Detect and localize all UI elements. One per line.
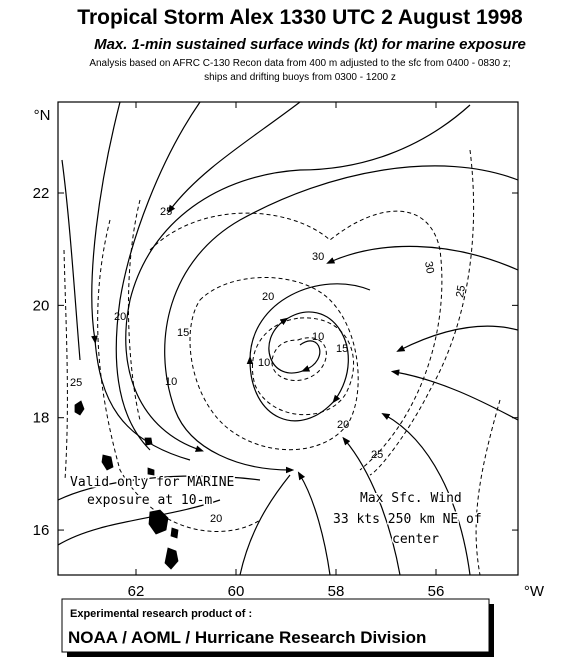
lat-unit: °N <box>34 107 51 124</box>
lat-tick-label: 16 <box>33 522 50 539</box>
island <box>147 467 155 476</box>
isotach <box>149 210 443 471</box>
isotach-label: 25 <box>371 449 383 461</box>
isotach-label: 20 <box>114 311 126 323</box>
island <box>170 527 179 539</box>
isotach <box>271 337 327 381</box>
streamline <box>342 436 401 575</box>
isotach-label: 25 <box>70 377 82 389</box>
annotation: exposure at 10-m <box>87 493 212 508</box>
island <box>74 400 85 416</box>
isotach <box>251 317 354 416</box>
isotach-label: 20 <box>337 419 349 431</box>
streamline <box>167 102 301 214</box>
isotach-label: 30 <box>312 251 324 263</box>
streamline <box>91 102 191 461</box>
isotach-label: 15 <box>336 343 348 355</box>
island <box>101 454 114 471</box>
subtitle: Max. 1-min sustained surface winds (kt) … <box>94 36 526 53</box>
map-content <box>58 102 518 575</box>
island <box>164 547 179 570</box>
streamline <box>58 499 221 546</box>
streamline <box>381 412 471 575</box>
map-frame <box>57 101 519 576</box>
annotation: center <box>392 532 439 547</box>
lat-tick-label: 20 <box>33 297 50 314</box>
footer-line: Experimental research product of : <box>70 608 252 620</box>
lat-tick-label: 18 <box>33 410 50 427</box>
streamline <box>246 283 371 422</box>
lon-tick-label: 58 <box>328 583 345 600</box>
lon-tick-label: 62 <box>128 583 145 600</box>
streamline <box>390 369 518 421</box>
isotach <box>369 149 475 476</box>
streamline <box>164 165 518 474</box>
isotach-label: 10 <box>165 376 177 388</box>
isotach-label: 20 <box>210 513 222 525</box>
lon-unit: °W <box>524 583 545 600</box>
footer-line: NOAA / AOML / Hurricane Research Divisio… <box>68 628 426 647</box>
isotach <box>63 249 68 481</box>
footer-box <box>61 598 490 653</box>
title: Tropical Storm Alex 1330 UTC 2 August 19… <box>77 6 523 29</box>
isotach <box>475 399 501 575</box>
lat-tick-label: 22 <box>33 185 50 202</box>
isotach-label: 20 <box>262 291 274 303</box>
lon-tick-label: 60 <box>228 583 245 600</box>
streamline <box>115 102 201 451</box>
note-line: ships and drifting buoys from 0300 - 120… <box>204 72 396 83</box>
streamline <box>326 245 518 271</box>
annotation: Max Sfc. Wind <box>360 491 462 506</box>
streamline <box>125 104 471 452</box>
annotation: Valid only for MARINE <box>70 475 234 490</box>
isotach <box>97 219 261 532</box>
isotach <box>127 199 141 421</box>
isotach-label: 10 <box>258 357 270 369</box>
note-line: Analysis based on AFRC C-130 Recon data … <box>89 58 510 69</box>
streamline <box>297 471 331 575</box>
lon-tick-label: 56 <box>428 583 445 600</box>
map: 25 30 30 25 20 15 20 10 15 10 10 25 20 2… <box>33 101 545 600</box>
streamline <box>396 325 518 352</box>
streamline <box>239 474 291 575</box>
streamline <box>58 475 261 501</box>
isotach-label: 15 <box>177 327 189 339</box>
isotach-label: 25 <box>160 206 172 218</box>
annotation: 33 kts 250 km NE of <box>333 512 482 527</box>
isotach-label: 25 <box>454 284 468 298</box>
isotach-label: 10 <box>312 331 324 343</box>
isotach-label: 30 <box>422 260 436 274</box>
streamline <box>61 159 81 361</box>
isotach <box>189 277 359 451</box>
